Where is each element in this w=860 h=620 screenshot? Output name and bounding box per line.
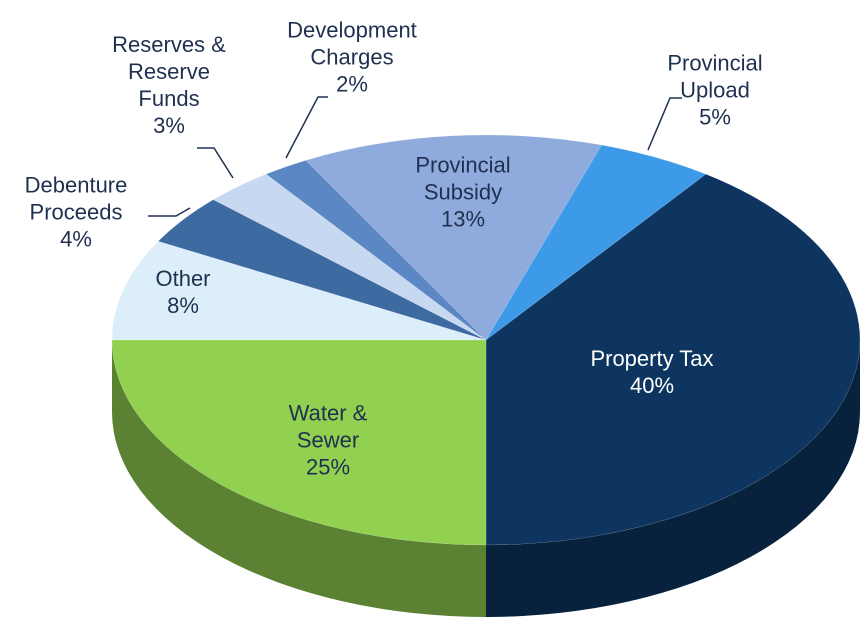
value-label: 13% [440,206,486,232]
category-label: Provincial Subsidy [415,152,511,205]
category-label: Debenture Proceeds [24,172,128,225]
value-label: 3% [153,113,185,138]
value-label: 2% [336,71,368,97]
leader-line [148,207,191,217]
slice [265,160,487,341]
slice [485,144,707,341]
slice-label: Provincial Subsidy 13% [403,152,523,233]
category-label: Water & Sewer [288,400,368,453]
slice [111,339,487,546]
slice [111,240,487,341]
slice-label: Other 8% [133,265,233,319]
leader-line [647,97,682,151]
value-label: 4% [60,226,92,252]
leader-line [285,96,328,159]
leader-line [197,147,234,179]
slice-side [486,340,860,617]
slice-label: Water & Sewer 25% [273,400,383,481]
slice [485,173,860,546]
slice [305,134,602,341]
value-label: 40% [629,373,675,398]
slice [212,173,487,341]
slice [157,199,487,341]
slice-label: Reserves & Reserve Funds 3% [99,31,239,139]
slice-side [112,340,486,617]
slice-label: Provincial Upload 5% [655,50,775,131]
slice-label: Development Charges 2% [272,17,432,98]
category-label: Development Charges [287,17,417,70]
value-label: 25% [305,454,351,480]
category-label: Other [155,266,211,291]
value-label: 8% [167,293,199,318]
slice-label: Property Tax 40% [557,345,747,399]
value-label: 5% [699,104,731,130]
category-label: Provincial Upload [667,50,763,103]
category-label: Reserves & Reserve Funds [112,32,226,111]
slice-label: Debenture Proceeds 4% [6,172,146,253]
category-label: Property Tax [590,346,714,371]
